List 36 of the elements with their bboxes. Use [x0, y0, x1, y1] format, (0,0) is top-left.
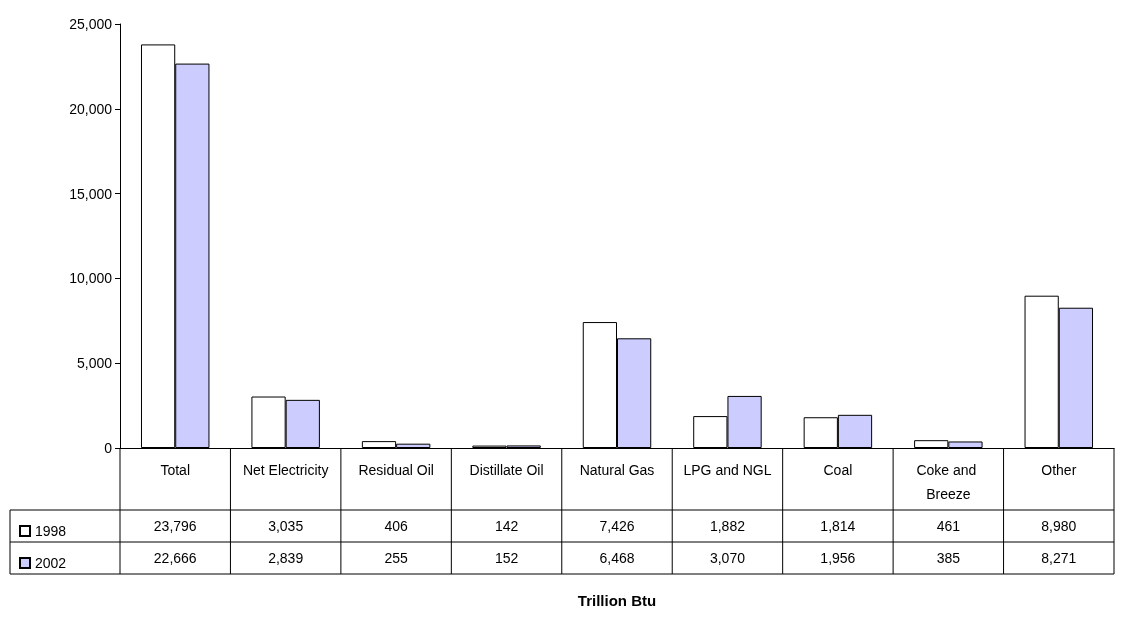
x-tick-label: Coal [823, 462, 853, 478]
data-label: 3,070 [709, 550, 746, 566]
data-label: 8,980 [1041, 518, 1077, 534]
y-tick-label: 25,000 [69, 16, 113, 32]
data-label: 6,468 [599, 550, 635, 566]
x-tick-label: Coke and Breeze [916, 462, 981, 502]
data-label: 7,426 [599, 518, 635, 534]
data-label: 1,956 [820, 550, 856, 566]
data-label: 385 [936, 550, 961, 566]
x-tick-label: Net Electricity [242, 462, 329, 478]
data-label: 3,035 [268, 518, 304, 534]
text: Trillion Btu [577, 591, 657, 609]
y-tick-label: 10,000 [69, 270, 113, 287]
data-label: 142 [494, 518, 519, 534]
legend-label: 2002 [35, 555, 67, 571]
data-label: 461 [936, 518, 961, 534]
data-label: 1,814 [820, 518, 856, 534]
x-tick-label: Other [1041, 462, 1077, 478]
data-label: 22,666 [153, 550, 197, 566]
data-label: 406 [384, 518, 408, 534]
y-tick-label: 5,000 [76, 355, 113, 372]
data-label: 152 [494, 550, 519, 566]
x-tick-label: Distillate Oil [469, 462, 544, 478]
data-label: 255 [384, 550, 408, 566]
y-tick-label: 15,000 [69, 185, 113, 202]
x-tick-label: Natural Gas [579, 462, 655, 478]
y-tick-label: 0 [104, 440, 113, 456]
y-tick-label: 20,000 [69, 100, 113, 117]
legend-label: 1998 [35, 523, 67, 539]
x-tick-label: Residual Oil [358, 462, 434, 478]
data-label: 2,839 [268, 550, 304, 566]
data-label: 8,271 [1041, 550, 1077, 566]
data-label: 23,796 [153, 518, 197, 534]
x-tick-label: LPG and NGL [683, 462, 772, 478]
x-tick-label: Total [160, 462, 191, 478]
data-label: 1,882 [709, 518, 746, 534]
